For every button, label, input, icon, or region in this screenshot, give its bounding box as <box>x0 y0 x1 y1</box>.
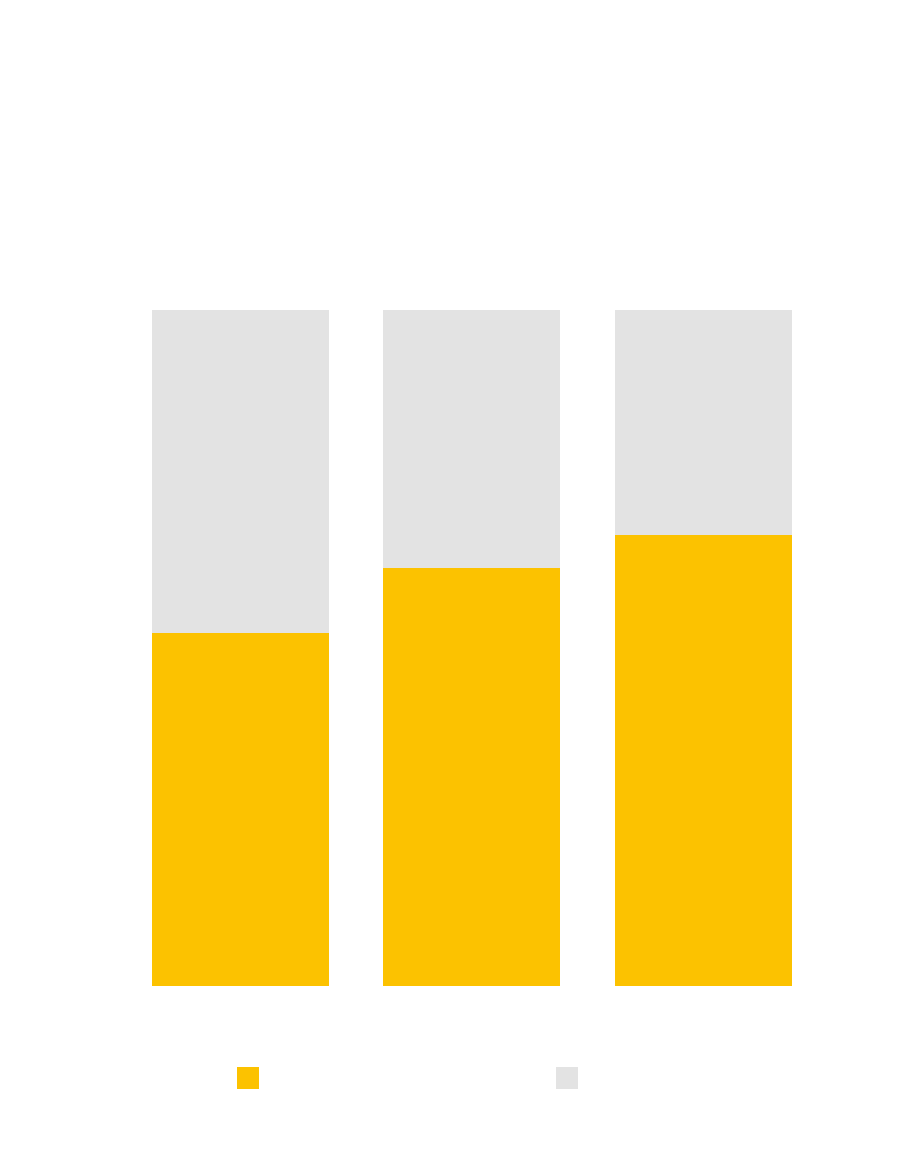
plot-area <box>152 310 792 986</box>
bar-segment-primary[interactable] <box>383 568 560 986</box>
bar-stack-2[interactable] <box>383 310 560 986</box>
legend-item-primary[interactable] <box>237 1067 269 1089</box>
bar-segment-primary[interactable] <box>615 535 792 986</box>
legend-item-secondary[interactable] <box>556 1067 588 1089</box>
legend-swatch-icon <box>556 1067 578 1089</box>
bar-stack-1[interactable] <box>152 310 329 986</box>
bar-segment-secondary[interactable] <box>152 310 329 633</box>
bar-stack-3[interactable] <box>615 310 792 986</box>
bar-segment-secondary[interactable] <box>383 310 560 568</box>
bar-segment-primary[interactable] <box>152 633 329 986</box>
bar-segment-secondary[interactable] <box>615 310 792 535</box>
chart-legend <box>0 1067 901 1089</box>
legend-swatch-icon <box>237 1067 259 1089</box>
